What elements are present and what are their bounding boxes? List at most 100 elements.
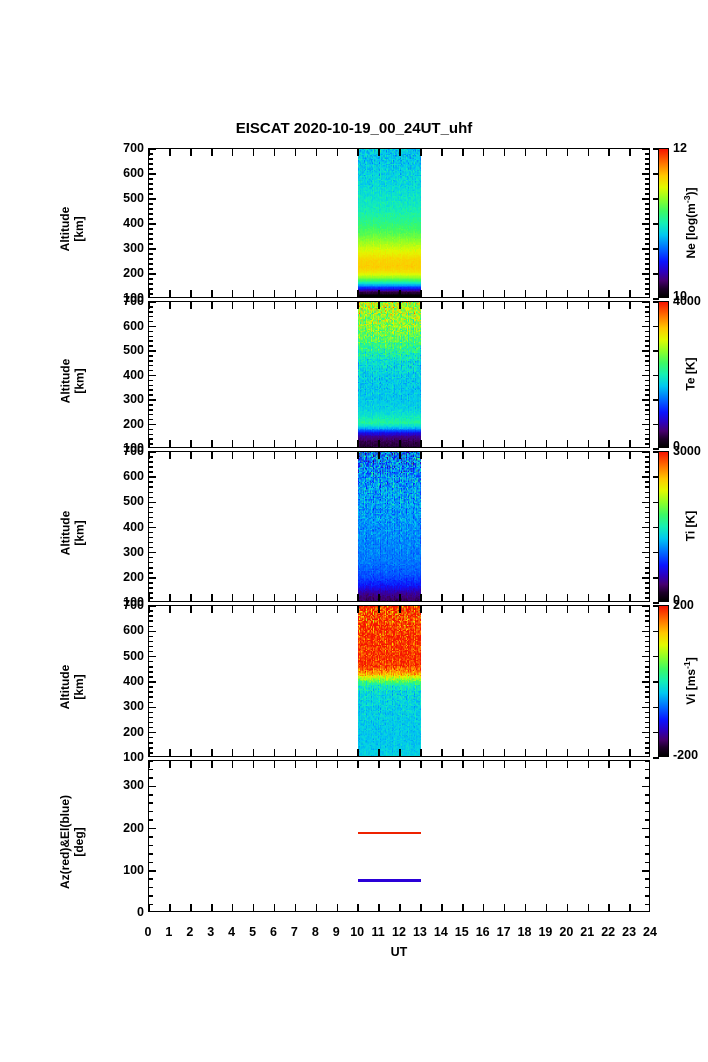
y-tick: [149, 660, 153, 663]
x-tick: [503, 440, 506, 447]
x-tick: [545, 452, 548, 459]
x-tick: [294, 749, 297, 756]
y-tick: [149, 655, 156, 658]
y-tick: [149, 886, 153, 889]
x-tick: [441, 606, 443, 613]
x-tick: [608, 440, 610, 447]
x-tick: [482, 302, 485, 309]
y-tick: [645, 696, 649, 698]
x-tick: [462, 149, 464, 156]
x-tick: [294, 290, 297, 297]
x-tick: [545, 904, 548, 911]
y-tick: [645, 536, 649, 539]
x-tick: [273, 606, 276, 613]
colorbar-tick: [653, 602, 659, 604]
y-tick: [149, 335, 153, 338]
y-tick: [149, 711, 153, 714]
x-tick: [441, 440, 443, 447]
x-tick: [441, 761, 443, 768]
x-tick: [357, 290, 359, 297]
y-tick: [149, 761, 153, 762]
y-tick: [645, 645, 649, 648]
x-tick-label: 17: [496, 925, 511, 939]
y-tick: [149, 253, 153, 255]
x-tick: [608, 302, 610, 309]
x-tick: [149, 452, 150, 459]
y-tick: [149, 496, 153, 499]
y-tick: [149, 491, 153, 494]
y-tick: [645, 810, 649, 813]
y-tick: [645, 379, 649, 382]
y-tick: [642, 173, 649, 175]
x-tick-label: 22: [601, 925, 616, 939]
x-tick: [441, 149, 443, 156]
x-tick: [399, 761, 401, 768]
y-tick: [149, 640, 153, 643]
x-tick: [252, 290, 255, 297]
y-tick: [149, 360, 153, 362]
y-tick: [149, 903, 153, 906]
y-tick: [149, 810, 153, 813]
colorbar-tick: [653, 501, 659, 504]
x-tick: [273, 761, 276, 768]
x-tick: [357, 149, 359, 156]
x-tick-label: 9: [332, 925, 340, 939]
y-tick: [645, 311, 649, 313]
x-tick-label: 2: [186, 925, 194, 939]
y-tick: [645, 496, 649, 499]
x-tick: [462, 904, 464, 911]
y-tick: [149, 438, 153, 440]
x-tick: [315, 749, 318, 756]
y-tick: [149, 701, 153, 704]
x-tick: [482, 149, 485, 156]
x-tick: [545, 290, 548, 297]
y-tick: [149, 158, 153, 160]
x-tick: [503, 302, 506, 309]
y-tick: [149, 836, 153, 838]
y-tick-label: 500: [123, 191, 144, 205]
colorbar-tick: [653, 757, 659, 759]
x-tick: [629, 149, 631, 156]
y-tick: [642, 706, 649, 709]
y-tick: [645, 369, 649, 372]
y-tick: [645, 258, 649, 260]
x-tick: [252, 302, 255, 309]
y-tick: [645, 404, 649, 406]
x-tick: [399, 149, 401, 156]
x-tick: [357, 302, 359, 309]
y-tick-label: 300: [123, 699, 144, 714]
y-tick-label: 100: [123, 291, 144, 305]
x-tick: [587, 904, 589, 911]
y-tick: [149, 413, 153, 416]
colorbar-title-te: Te [K]: [683, 356, 697, 391]
colorbar-tick: [653, 451, 659, 453]
x-tick-label: 18: [517, 925, 532, 939]
y-tick: [645, 761, 649, 762]
x-tick: [190, 594, 192, 601]
y-tick: [642, 350, 649, 352]
y-tick: [645, 418, 649, 421]
x-tick: [524, 440, 527, 447]
colorbar-tick: [653, 577, 659, 579]
x-tick-label: 23: [622, 925, 637, 939]
colorbar-tick: [653, 605, 659, 607]
y-tick: [149, 861, 153, 864]
y-tick-label: 300: [123, 778, 144, 793]
x-tick: [190, 452, 192, 459]
y-tick: [645, 491, 649, 494]
x-tick-label: 1: [165, 925, 173, 939]
x-tick: [190, 149, 192, 156]
colorbar-tick: [653, 198, 659, 200]
y-tick-label: 0: [137, 905, 144, 919]
y-tick: [149, 476, 156, 478]
colorbar-tick: [653, 148, 659, 150]
y-tick: [149, 433, 153, 436]
y-tick: [645, 660, 649, 663]
y-tick: [149, 228, 153, 230]
y-tick: [149, 572, 153, 574]
x-tick: [399, 904, 401, 911]
y-tick: [645, 409, 649, 411]
x-tick-label: 8: [311, 925, 319, 939]
y-tick: [645, 486, 649, 488]
